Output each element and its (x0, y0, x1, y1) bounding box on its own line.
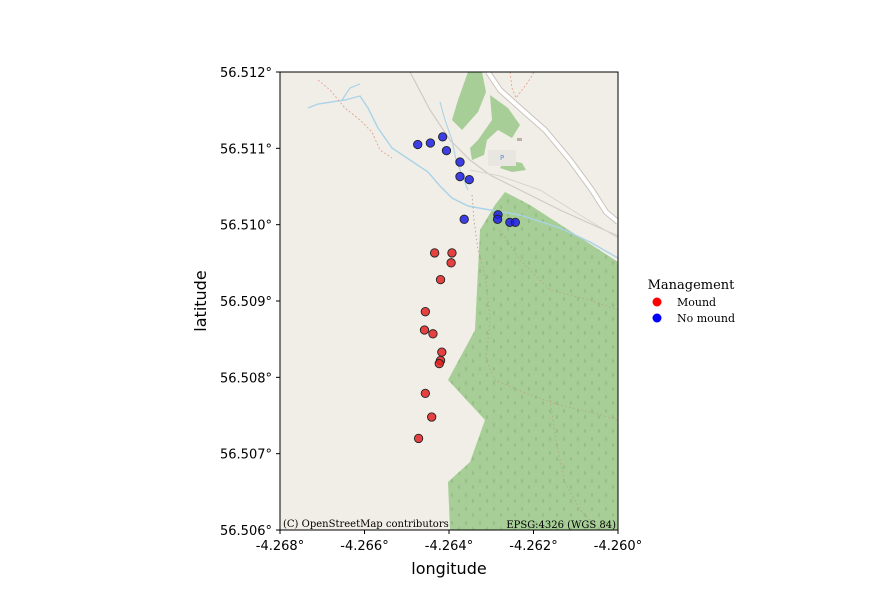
point-mound (420, 307, 430, 317)
x-tick-label: -4.262° (509, 539, 557, 554)
point-mound (447, 248, 457, 258)
stream-branch (341, 83, 361, 101)
y-tick-label: 56.508° (220, 371, 272, 386)
track-inner (499, 229, 618, 311)
y-tick-label: 56.509° (220, 295, 272, 310)
building (517, 138, 522, 141)
minor-road-2 (469, 169, 618, 239)
track-south (471, 194, 618, 421)
crs-label: EPSG:4326 (WGS 84) (506, 520, 616, 531)
x-axis-ticks: -4.268° -4.266° -4.264° -4.262° -4.260° (256, 530, 642, 554)
legend-label-no-mound: No mound (677, 312, 735, 325)
point-mound (446, 258, 456, 268)
point-no-mound (441, 145, 452, 156)
forest-patch-village (470, 95, 520, 160)
x-tick-label: -4.268° (256, 539, 304, 554)
point-mound (427, 412, 437, 422)
x-tick-label: -4.264° (425, 539, 473, 554)
y-tick-label: 56.506° (220, 524, 272, 539)
y-tick-label: 56.507° (220, 448, 272, 463)
point-no-mound (413, 139, 423, 150)
stream-east (467, 205, 618, 259)
legend-label-mound: Mound (677, 296, 716, 309)
x-tick-label: -4.266° (340, 539, 388, 554)
point-mound (434, 358, 444, 369)
point-no-mound (459, 214, 469, 224)
legend-marker-no-mound (652, 313, 662, 323)
point-mound (413, 433, 424, 444)
data-points (413, 132, 520, 444)
point-no-mound (425, 138, 436, 148)
point-no-mound (438, 132, 448, 142)
point-no-mound (455, 157, 465, 167)
x-axis-title: longitude (411, 559, 486, 578)
legend: Management Mound No mound (648, 278, 736, 325)
point-no-mound (492, 214, 503, 224)
main-road (486, 72, 618, 224)
parking-area (488, 150, 516, 166)
parking-icon: P (500, 154, 504, 162)
point-mound (420, 388, 430, 399)
point-no-mound (455, 171, 465, 182)
y-axis-ticks: 56.512° 56.511° 56.510° 56.509° 56.508° 56.50… (220, 66, 280, 539)
stream (307, 95, 469, 207)
forest-patch-north (452, 72, 486, 130)
point-mound (419, 325, 430, 335)
x-tick-label: -4.260° (594, 539, 642, 554)
y-axis-title: latitude (191, 270, 210, 331)
basemap-tiles: P (280, 72, 618, 530)
forest-area (448, 192, 618, 530)
point-no-mound (510, 217, 520, 228)
point-mound (428, 329, 438, 339)
legend-marker-mound (652, 297, 662, 307)
track-lower (549, 399, 601, 530)
point-no-mound (464, 174, 474, 185)
y-tick-label: 56.510° (220, 219, 272, 234)
basemap-credit: (C) OpenStreetMap contributors (283, 519, 449, 530)
y-tick-label: 56.512° (220, 66, 272, 81)
minor-road (409, 72, 618, 237)
point-mound (435, 274, 446, 285)
legend-title: Management (648, 278, 736, 293)
point-mound (437, 347, 447, 357)
point-mound (429, 248, 440, 258)
y-tick-label: 56.511° (220, 142, 272, 157)
